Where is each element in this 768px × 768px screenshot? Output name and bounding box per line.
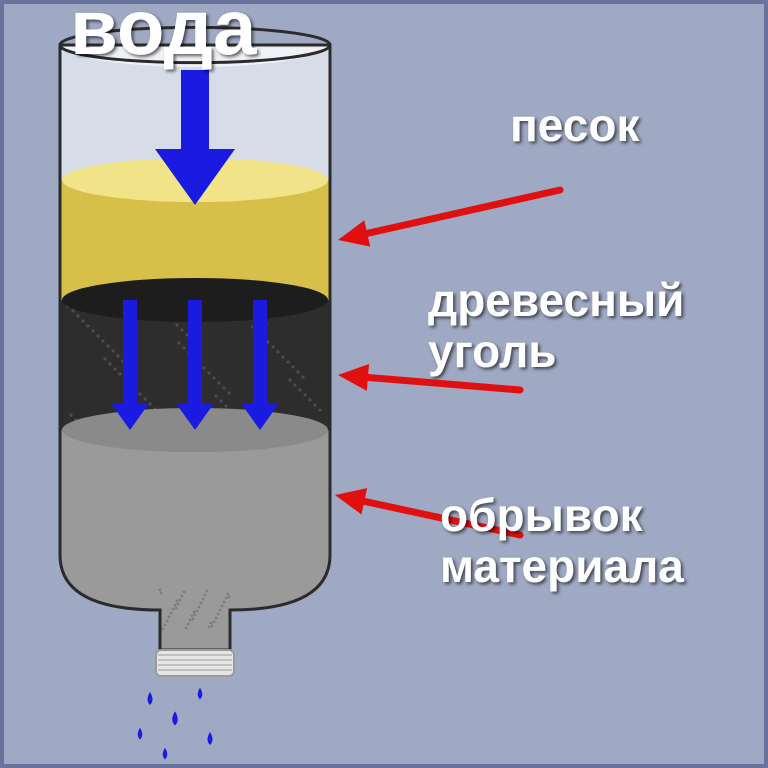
title-water: вода (70, 0, 256, 71)
callout-label-scrap: обрывок материала (440, 490, 684, 591)
callout-label-sand: песок (510, 100, 639, 151)
callout-label-charcoal: древесный уголь (428, 275, 684, 376)
diagram-stage: вода песок древесный уголь обрывок матер… (0, 0, 768, 768)
diagram-svg (0, 0, 768, 768)
